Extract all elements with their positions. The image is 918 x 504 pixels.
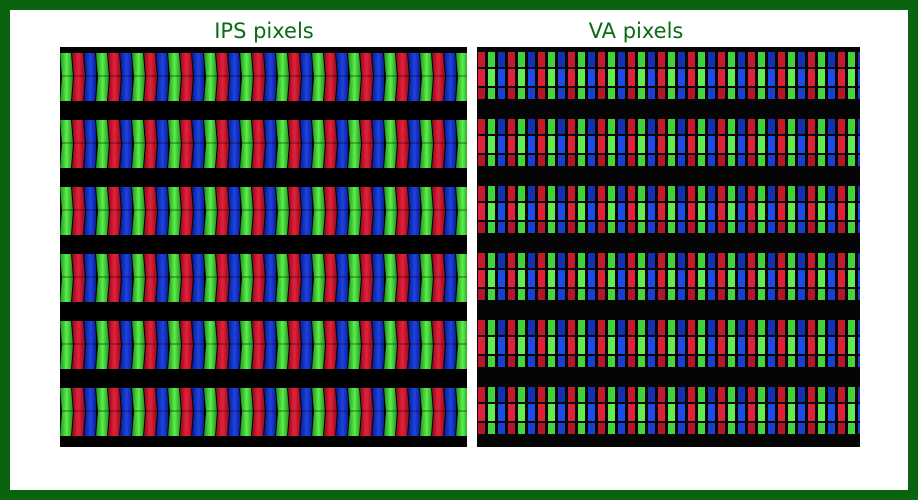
va-photo: [477, 47, 860, 447]
panel-title: VA pixels: [589, 19, 684, 43]
ips-photo: [60, 47, 467, 447]
panel-title: IPS pixels: [214, 19, 314, 43]
